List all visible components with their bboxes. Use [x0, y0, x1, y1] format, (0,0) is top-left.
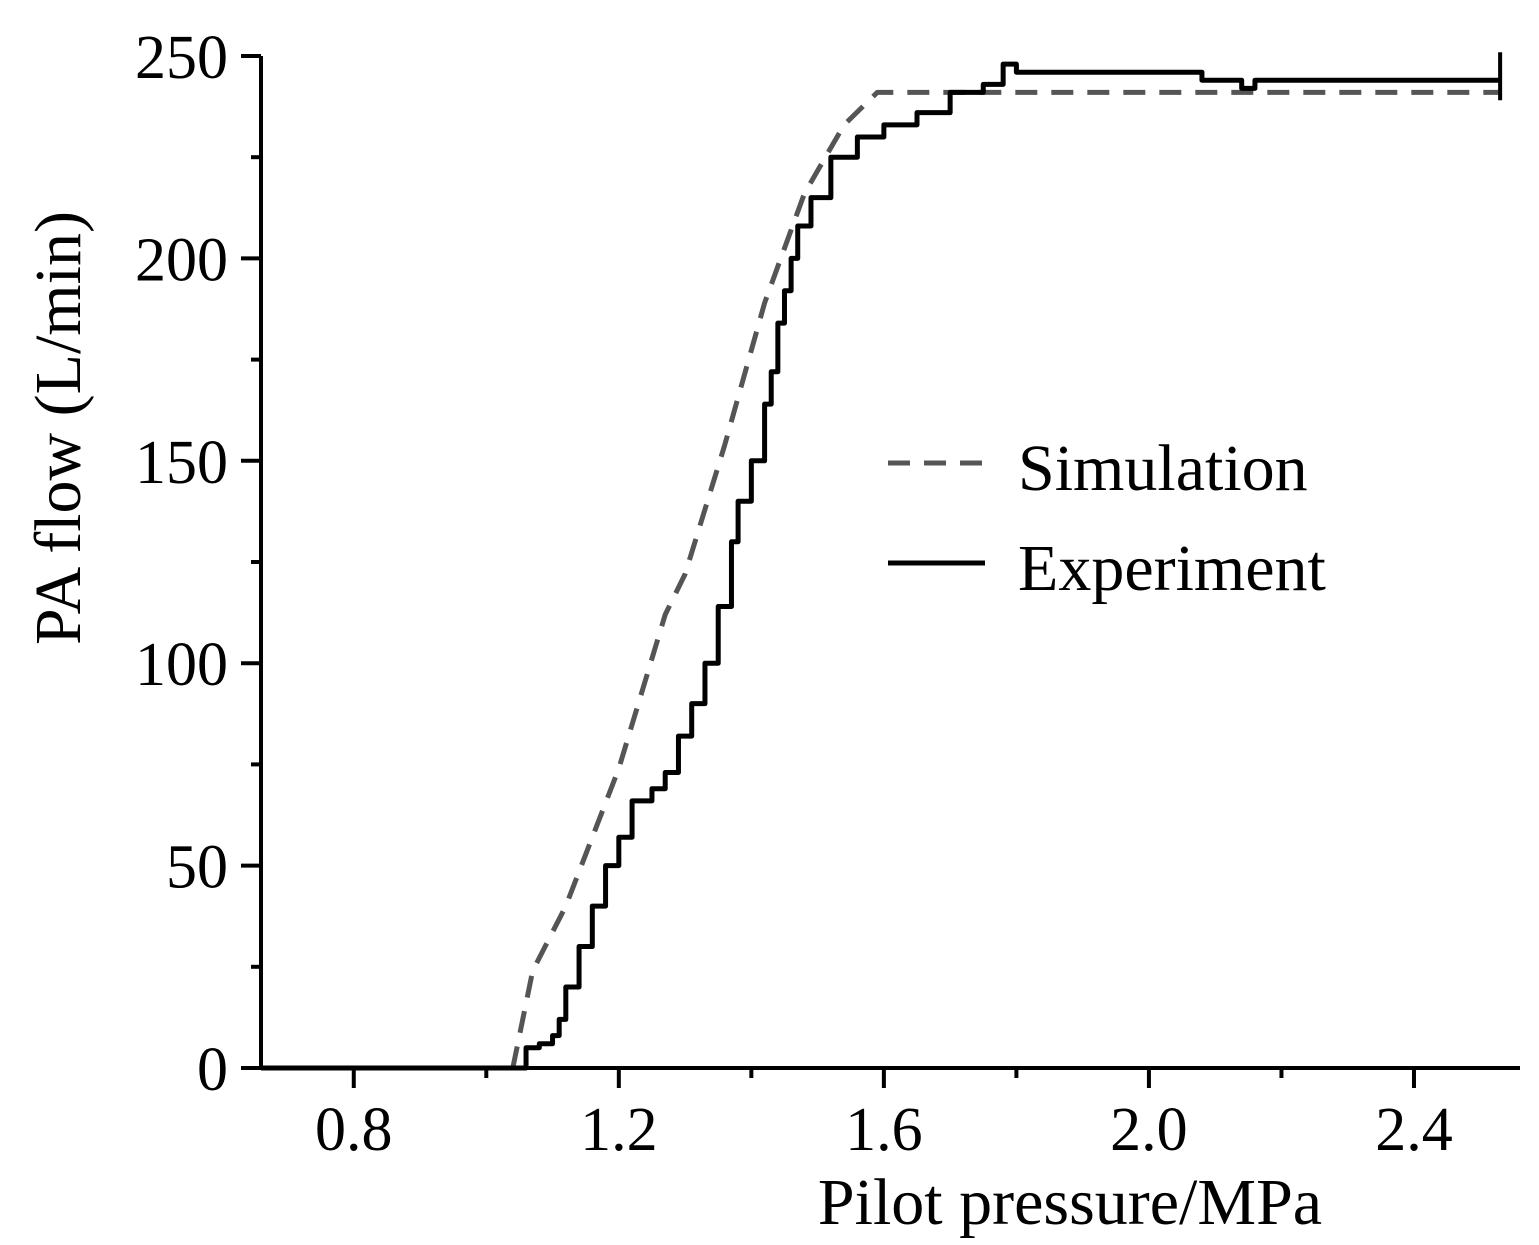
y-tick-label: 150	[135, 429, 228, 497]
axes	[241, 56, 1520, 1070]
y-tick-label: 200	[135, 226, 228, 294]
series-simulation-line	[510, 89, 1501, 1069]
x-tick-label: 1.2	[580, 1096, 658, 1164]
y-tick-label: 250	[135, 24, 228, 92]
series-layer	[261, 52, 1503, 1071]
x-ticks: 0.8 1.2 1.6 2.0 2.4	[315, 1068, 1453, 1164]
series-experiment-line	[261, 61, 1501, 1071]
y-tick-label: 0	[197, 1036, 228, 1104]
legend-experiment-label: Experiment	[1018, 532, 1326, 605]
y-tick-label: 50	[166, 834, 228, 902]
x-tick-label: 0.8	[315, 1096, 393, 1164]
x-tick-label: 2.0	[1110, 1096, 1188, 1164]
x-tick-label: 1.6	[845, 1096, 923, 1164]
y-ticks: 0 50 100 150 200 250	[135, 24, 261, 1104]
y-tick-label: 100	[135, 631, 228, 699]
legend-simulation-label: Simulation	[1018, 432, 1308, 505]
x-tick-label: 2.4	[1375, 1096, 1453, 1164]
y-axis-title: PA flow (L/min)	[22, 211, 95, 645]
legend: Simulation Experiment	[888, 432, 1326, 605]
x-axis-title: Pilot pressure/MPa	[818, 1166, 1322, 1239]
